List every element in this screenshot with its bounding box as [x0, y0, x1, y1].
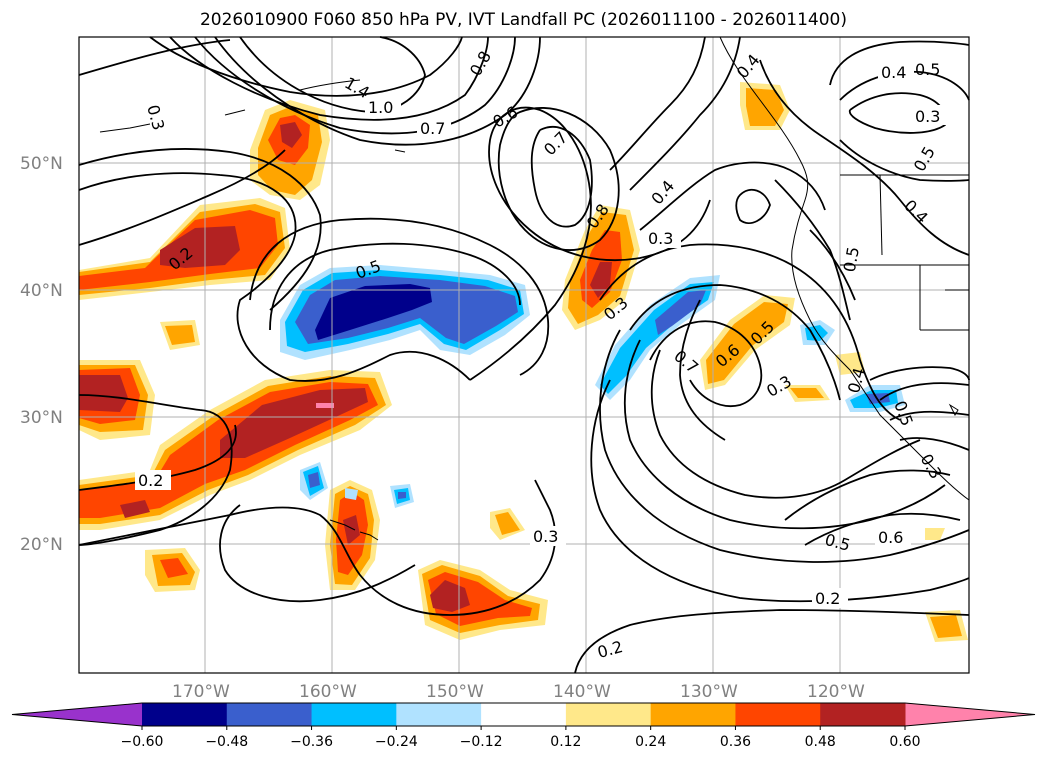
contour-label: 0.5 [915, 60, 940, 79]
latitude-labels: 50°N 40°N 30°N 20°N [20, 154, 63, 555]
contour-label: 0.3 [915, 107, 940, 126]
lon-label: 150°W [426, 682, 484, 702]
colorbar-segment [735, 703, 821, 726]
contour-label: 0.5 [840, 245, 863, 273]
contour-label: 0.7 [420, 119, 445, 138]
colorbar-tick-label: 0.36 [720, 734, 751, 750]
colorbar-tick-label: 0.12 [550, 734, 581, 750]
colorbar-extend-max [905, 703, 1035, 726]
colorbar-segment [142, 703, 228, 726]
lat-label: 50°N [20, 154, 63, 174]
contour-label: 0.3 [533, 527, 558, 546]
colorbar-tick-label: 0.24 [635, 734, 666, 750]
colorbar: −0.60 −0.48 −0.36 −0.24 −0.12 0.12 0.24 0.36 0.4… [11, 702, 1036, 750]
contour-label: 0.2 [815, 589, 840, 608]
lat-label: 40°N [20, 281, 63, 301]
longitude-labels: 170°W 160°W 150°W 140°W 130°W 120°W [172, 682, 865, 702]
colorbar-segment [311, 703, 397, 726]
graticule [79, 37, 969, 673]
colorbar-segment [650, 703, 736, 726]
colorbar-segment [565, 703, 652, 726]
contour-label: 0.2 [138, 471, 163, 490]
lon-label: 170°W [172, 682, 230, 702]
map-title: 2026010900 F060 850 hPa PV, IVT Landfall… [199, 10, 847, 30]
lat-label: 20°N [20, 535, 63, 555]
colorbar-tick-label: −0.12 [460, 734, 503, 750]
colorbar-tick-label: 0.60 [889, 734, 920, 750]
lon-label: 140°W [553, 682, 611, 702]
lon-label: 160°W [299, 682, 357, 702]
lat-label: 30°N [20, 408, 63, 428]
contour-label: 1.0 [368, 98, 393, 117]
colorbar-segment [226, 703, 313, 726]
colorbar-tick-label: −0.60 [121, 734, 164, 750]
colorbar-tick-label: −0.48 [205, 734, 248, 750]
colorbar-segment [396, 703, 482, 726]
map-frame [78, 36, 970, 674]
colorbar-extend-min [12, 703, 142, 726]
colorbar-tick-label: −0.24 [375, 734, 418, 750]
colorbar-tick-label: −0.36 [290, 734, 333, 750]
lon-label: 120°W [807, 682, 865, 702]
contour-label: 0.3 [648, 229, 673, 248]
colorbar-segment [481, 703, 567, 726]
colorbar-segment [820, 703, 906, 726]
contour-label: 0.4 [881, 63, 906, 82]
coastlines [99, 36, 970, 541]
colorbar-tick-label: 0.48 [805, 734, 836, 750]
lon-label: 130°W [680, 682, 738, 702]
map-background [79, 37, 969, 673]
contour-label: 0.6 [878, 528, 903, 547]
